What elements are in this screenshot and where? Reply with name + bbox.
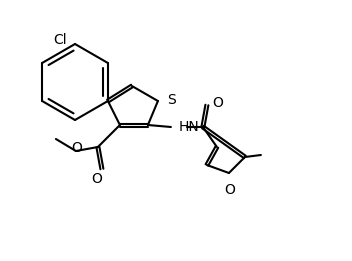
Text: O: O [212, 96, 223, 110]
Text: HN: HN [179, 120, 200, 134]
Text: O: O [225, 183, 235, 197]
Text: S: S [167, 93, 176, 107]
Text: O: O [71, 141, 82, 155]
Text: Cl: Cl [54, 33, 67, 47]
Text: O: O [92, 172, 102, 186]
